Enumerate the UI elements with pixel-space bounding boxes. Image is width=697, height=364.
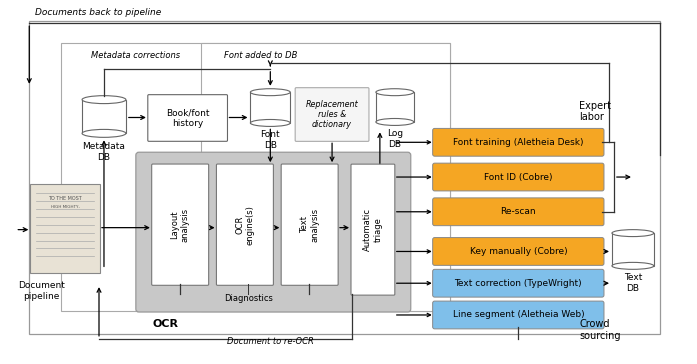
Ellipse shape	[376, 89, 414, 96]
FancyBboxPatch shape	[281, 164, 338, 285]
Text: Font ID (Cobre): Font ID (Cobre)	[484, 173, 553, 182]
FancyBboxPatch shape	[201, 43, 450, 311]
Text: Key manually (Cobre): Key manually (Cobre)	[470, 247, 567, 256]
Text: Line segment (Aletheia Web): Line segment (Aletheia Web)	[452, 310, 584, 320]
Text: OCR
engine(s): OCR engine(s)	[235, 205, 254, 245]
FancyBboxPatch shape	[136, 152, 411, 312]
Text: OCR: OCR	[153, 319, 179, 329]
Text: Document to re-OCR: Document to re-OCR	[227, 337, 314, 346]
FancyBboxPatch shape	[433, 128, 604, 156]
Text: Metadata
DB: Metadata DB	[82, 142, 125, 162]
FancyBboxPatch shape	[148, 95, 227, 141]
FancyBboxPatch shape	[152, 164, 208, 285]
Text: Metadata corrections: Metadata corrections	[91, 51, 180, 60]
Polygon shape	[612, 233, 654, 266]
Ellipse shape	[376, 119, 414, 126]
Text: Automatic
triage: Automatic triage	[363, 208, 383, 251]
Ellipse shape	[612, 230, 654, 237]
Text: Expert
labor: Expert labor	[579, 100, 611, 122]
FancyBboxPatch shape	[433, 301, 604, 329]
FancyBboxPatch shape	[433, 269, 604, 297]
Ellipse shape	[82, 96, 126, 104]
FancyBboxPatch shape	[30, 184, 100, 273]
Text: Crowd
sourcing: Crowd sourcing	[579, 319, 620, 341]
Polygon shape	[376, 92, 414, 122]
Polygon shape	[250, 92, 290, 123]
FancyBboxPatch shape	[433, 163, 604, 191]
Ellipse shape	[612, 262, 654, 269]
Text: Replacement
rules &
dictionary: Replacement rules & dictionary	[306, 100, 358, 130]
Text: Log
DB: Log DB	[387, 130, 403, 149]
FancyBboxPatch shape	[217, 164, 273, 285]
Text: Font added to DB: Font added to DB	[224, 51, 298, 60]
Text: HIGH MIGHTY,: HIGH MIGHTY,	[51, 205, 79, 209]
Text: Documents back to pipeline: Documents back to pipeline	[36, 8, 162, 17]
Text: Text
analysis: Text analysis	[300, 207, 319, 242]
FancyBboxPatch shape	[29, 21, 660, 334]
Text: Book/font
history: Book/font history	[166, 108, 209, 128]
FancyBboxPatch shape	[295, 88, 369, 141]
Text: Layout
analysis: Layout analysis	[171, 207, 190, 242]
Ellipse shape	[250, 89, 290, 96]
FancyBboxPatch shape	[433, 238, 604, 265]
Polygon shape	[82, 100, 126, 133]
Text: Text correction (TypeWright): Text correction (TypeWright)	[454, 279, 582, 288]
Text: Text
DB: Text DB	[624, 273, 642, 293]
Text: Font training (Aletheia Desk): Font training (Aletheia Desk)	[453, 138, 583, 147]
Text: Re-scan: Re-scan	[500, 207, 536, 216]
FancyBboxPatch shape	[351, 164, 395, 295]
Text: Document
pipeline: Document pipeline	[18, 281, 65, 301]
Text: Font
DB: Font DB	[261, 130, 280, 150]
Ellipse shape	[82, 130, 126, 137]
Text: Diagnostics: Diagnostics	[224, 294, 273, 303]
FancyBboxPatch shape	[433, 198, 604, 226]
FancyBboxPatch shape	[61, 43, 450, 311]
Text: TO THE MOST: TO THE MOST	[48, 196, 82, 201]
Ellipse shape	[250, 119, 290, 126]
